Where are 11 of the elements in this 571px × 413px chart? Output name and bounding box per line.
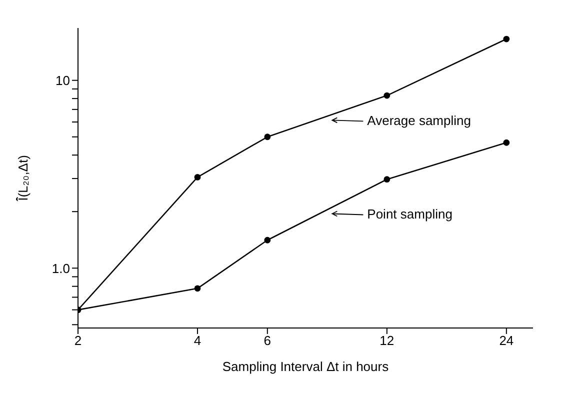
y-tick-label: 10 (56, 72, 70, 88)
legend-label: Point sampling (367, 206, 452, 222)
y-axis-title: Ī̂(L₂₀,Δt) (15, 155, 31, 202)
x-tick-label: 24 (499, 333, 514, 348)
legend-label: Average sampling (367, 113, 471, 128)
x-tick-label: 4 (194, 333, 202, 348)
x-axis-title: Sampling Interval Δt in hours (222, 359, 390, 374)
x-tick-label: 2 (74, 333, 82, 348)
x-tick-label: 6 (264, 333, 272, 348)
y-tick-label: 1.0 (52, 260, 70, 276)
x-tick-label: 12 (380, 333, 394, 348)
